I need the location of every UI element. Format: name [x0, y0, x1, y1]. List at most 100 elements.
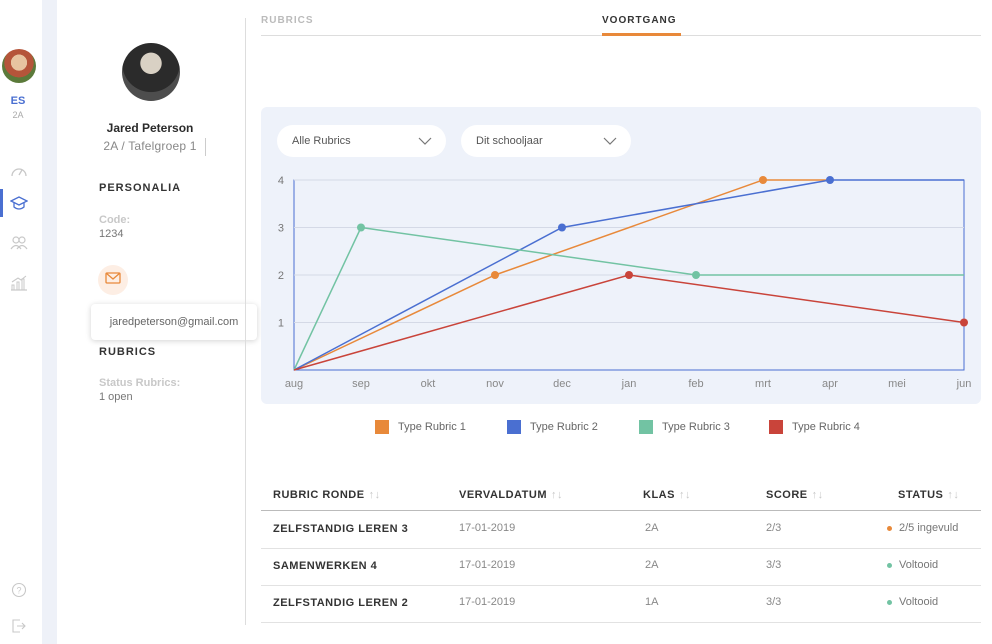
data-point	[491, 271, 499, 279]
period-filter-value: Dit schooljaar	[476, 135, 543, 147]
legend-swatch	[639, 420, 653, 434]
legend-swatch	[507, 420, 521, 434]
data-point	[960, 318, 968, 327]
profile-name: Jared Peterson	[106, 121, 194, 135]
dashboard-icon[interactable]	[9, 161, 29, 181]
x-tick-label: jan	[621, 378, 637, 390]
profile-class: 2A	[103, 139, 118, 153]
column-divider	[245, 18, 246, 625]
y-tick-label: 1	[278, 318, 284, 330]
mail-icon	[105, 271, 121, 289]
sort-icon[interactable]: ↑↓	[551, 489, 563, 501]
rubrics-section-title: RUBRICS	[99, 346, 157, 358]
row-due-date: 17-01-2019	[459, 559, 516, 571]
status-dot	[887, 525, 892, 531]
row-class: 2A	[645, 522, 659, 534]
legend-item: Type Rubric 1	[375, 420, 466, 434]
column-header[interactable]: STATUS ↑↓	[898, 489, 959, 501]
legend-item: Type Rubric 3	[639, 420, 730, 434]
rail-divider-strip	[42, 0, 57, 644]
column-header[interactable]: VERVALDATUM ↑↓	[459, 489, 563, 501]
data-point	[692, 271, 700, 279]
sort-icon[interactable]: ↑↓	[947, 489, 960, 501]
y-tick-label: 3	[278, 223, 284, 235]
row-rubric-name[interactable]: SAMENWERKEN 4	[273, 560, 378, 572]
row-class: 1A	[645, 596, 659, 608]
chevron-down-icon	[418, 134, 432, 151]
column-header-label: KLAS	[643, 489, 675, 501]
rail-initials: ES	[10, 95, 26, 107]
sort-icon[interactable]: ↑↓	[368, 489, 381, 501]
legend-swatch	[375, 420, 389, 434]
profile-class-group: 2A / Tafelgroep 1	[60, 139, 240, 153]
y-tick-label: 2	[278, 270, 284, 282]
x-tick-label: aug	[285, 378, 303, 390]
active-tab-underline	[602, 33, 681, 36]
x-tick-label: sep	[352, 378, 370, 390]
row-divider	[261, 622, 981, 623]
logout-icon[interactable]	[9, 616, 29, 636]
row-due-date: 17-01-2019	[459, 522, 516, 534]
profile-sub-divider	[205, 138, 206, 156]
column-header[interactable]: KLAS ↑↓	[643, 489, 691, 501]
svg-text:?: ?	[16, 586, 21, 596]
row-status: Voltooid	[887, 596, 938, 608]
status-label: Voltooid	[899, 596, 939, 608]
status-dot	[887, 599, 892, 605]
sort-icon[interactable]: ↑↓	[811, 489, 824, 501]
x-tick-label: mei	[888, 378, 906, 390]
legend-item: Type Rubric 2	[507, 420, 598, 434]
data-point	[558, 223, 566, 232]
column-header[interactable]: RUBRIC RONDE ↑↓	[273, 489, 381, 501]
legend-label: Type Rubric 1	[398, 421, 466, 433]
status-rubrics-label: Status Rubrics:	[99, 377, 181, 389]
x-tick-label: okt	[421, 378, 436, 390]
status-dot	[887, 562, 892, 568]
x-tick-label: jun	[956, 378, 972, 390]
legend-label: Type Rubric 2	[530, 421, 598, 433]
period-filter-dropdown[interactable]: Dit schooljaar	[461, 125, 631, 157]
sort-icon[interactable]: ↑↓	[678, 489, 691, 501]
rubric-filter-dropdown[interactable]: Alle Rubrics	[277, 125, 446, 157]
row-rubric-name[interactable]: ZELFSTANDIG LEREN 2	[273, 597, 409, 609]
row-status: Voltooid	[887, 559, 938, 571]
stats-icon[interactable]	[9, 273, 29, 293]
legend-label: Type Rubric 3	[662, 421, 730, 433]
column-header-label: STATUS	[898, 489, 944, 501]
tab-rubrics[interactable]: RUBRICS	[261, 15, 314, 26]
help-icon[interactable]: ?	[9, 580, 29, 600]
x-tick-label: feb	[688, 378, 703, 390]
row-status: 2/5 ingevuld	[887, 522, 958, 534]
x-tick-label: apr	[822, 378, 838, 390]
rail-avatar[interactable]	[2, 49, 36, 83]
nav-rail: ES 2A ?	[0, 0, 42, 644]
group-icon[interactable]	[9, 233, 29, 253]
column-header-label: SCORE	[766, 489, 808, 501]
row-score: 3/3	[766, 559, 782, 571]
x-tick-label: nov	[486, 378, 504, 390]
rail-class: 2A	[12, 110, 24, 120]
code-value: 1234	[99, 228, 124, 240]
data-point	[357, 223, 365, 232]
chevron-down-icon	[603, 134, 617, 151]
x-tick-label: mrt	[755, 378, 771, 390]
status-label: 2/5 ingevuld	[899, 522, 959, 534]
status-label: Voltooid	[899, 559, 939, 571]
code-label: Code:	[99, 214, 131, 226]
legend-swatch	[769, 420, 783, 434]
email-button[interactable]	[98, 265, 128, 295]
series-line-2	[293, 179, 964, 371]
rubrics-icon[interactable]	[9, 194, 29, 214]
data-point	[759, 176, 767, 184]
tab-voortgang[interactable]: VOORTGANG	[602, 15, 677, 26]
email-tooltip: jaredpeterson@gmail.com	[91, 304, 257, 340]
legend-label: Type Rubric 4	[792, 421, 860, 433]
column-header[interactable]: SCORE ↑↓	[766, 489, 824, 501]
row-rubric-name[interactable]: ZELFSTANDIG LEREN 3	[273, 523, 409, 535]
data-point	[625, 271, 633, 279]
row-score: 3/3	[766, 596, 782, 608]
row-class: 2A	[645, 559, 659, 571]
rubric-filter-value: Alle Rubrics	[292, 135, 351, 147]
y-tick-label: 4	[278, 175, 284, 187]
column-header-label: RUBRIC RONDE	[273, 489, 365, 501]
